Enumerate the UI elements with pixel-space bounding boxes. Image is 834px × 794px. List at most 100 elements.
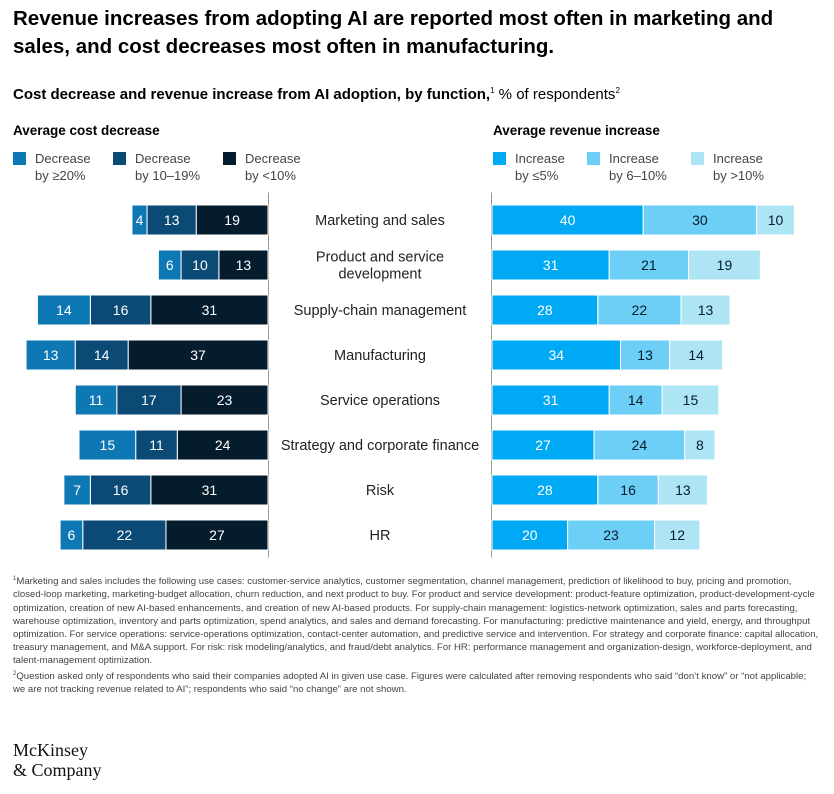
cost-value-label-risk-s1: 7 [73, 482, 81, 498]
footnote-2: 2Question asked only of respondents who … [13, 668, 821, 697]
revenue-value-label-strategy-and-corporate-finance-s1: 27 [535, 437, 551, 453]
subtitle-footnote-marker-1: 1 [490, 86, 495, 95]
cost-bar-supply-chain-management-s2 [89, 294, 152, 326]
cost-bar-manufacturing-s2 [74, 339, 129, 371]
cost-bar-marketing-and-sales-s2 [146, 204, 197, 236]
revenue-legend-swatch-1 [493, 152, 506, 165]
revenue-bar-service-operations-s3 [661, 384, 720, 416]
cost-bar-service-operations-s2 [116, 384, 182, 416]
revenue-value-label-marketing-and-sales-s2: 30 [692, 212, 708, 228]
revenue-value-label-hr-s1: 20 [522, 527, 538, 543]
revenue-bar-strategy-and-corporate-finance-s3 [684, 429, 716, 461]
cost-legend-label-3a: Decrease [245, 151, 301, 166]
mckinsey-logo: McKinsey & Company [13, 740, 102, 780]
cost-bar-hr-s1 [59, 519, 84, 551]
revenue-value-label-risk-s3: 13 [675, 482, 691, 498]
revenue-bar-supply-chain-management-s3 [680, 294, 731, 326]
revenue-legend-label-2a: Increase [609, 151, 659, 166]
cost-value-label-marketing-and-sales-s2: 13 [164, 212, 180, 228]
revenue-value-label-manufacturing-s2: 13 [637, 347, 653, 363]
cost-legend-label-2a: Decrease [135, 151, 191, 166]
revenue-value-label-hr-s3: 12 [669, 527, 685, 543]
revenue-value-label-supply-chain-management-s2: 22 [632, 302, 648, 318]
cost-legend-label-1b: by ≥20% [35, 168, 86, 183]
cost-legend-label-2b: by 10–19% [135, 168, 201, 183]
revenue-bar-hr-s1 [491, 519, 569, 551]
cost-bar-marketing-and-sales-s3 [195, 204, 269, 236]
subtitle-footnote-marker-2: 2 [615, 86, 620, 95]
cost-value-label-risk-s2: 16 [113, 482, 129, 498]
revenue-legend-label-3a: Increase [713, 151, 763, 166]
revenue-bar-service-operations-s2 [608, 384, 663, 416]
category-label-supply-chain-management: Supply-chain management [294, 303, 467, 319]
cost-value-label-marketing-and-sales-s3: 19 [224, 212, 240, 228]
cost-legend-swatch-2 [113, 152, 126, 165]
cost-bar-strategy-and-corporate-finance-s1 [78, 429, 137, 461]
cost-bar-hr-s3 [165, 519, 269, 551]
cost-bar-risk-s2 [89, 474, 152, 506]
cost-bar-manufacturing-s3 [127, 339, 269, 371]
cost-value-label-service-operations-s1: 11 [89, 392, 104, 408]
category-label-service-operations: Service operations [320, 393, 440, 409]
cost-value-label-manufacturing-s2: 14 [94, 347, 110, 363]
revenue-value-label-service-operations-s1: 31 [543, 392, 559, 408]
revenue-bar-marketing-and-sales-s3 [756, 204, 795, 236]
revenue-value-label-risk-s2: 16 [620, 482, 636, 498]
cost-bar-product-and-service-development-s2 [180, 249, 220, 281]
revenue-value-label-marketing-and-sales-s3: 10 [768, 212, 784, 228]
revenue-value-label-marketing-and-sales-s1: 40 [560, 212, 576, 228]
cost-bar-service-operations-s1 [74, 384, 118, 416]
revenue-bar-marketing-and-sales-s1 [491, 204, 644, 236]
cost-value-label-strategy-and-corporate-finance-s3: 24 [215, 437, 231, 453]
category-label-hr: HR [370, 528, 391, 544]
cost-bar-product-and-service-development-s3 [218, 249, 269, 281]
cost-value-label-supply-chain-management-s3: 31 [202, 302, 218, 318]
footnote-1-marker: 1 [13, 576, 17, 582]
revenue-legend-label-2b: by 6–10% [609, 168, 667, 183]
revenue-panel-title: Average revenue increase [493, 123, 660, 138]
revenue-bar-risk-s1 [491, 474, 599, 506]
revenue-legend-swatch-3 [691, 152, 704, 165]
cost-value-label-supply-chain-management-s2: 16 [113, 302, 129, 318]
revenue-bar-manufacturing-s2 [620, 339, 671, 371]
diverging-stacked-bar-chart: 19 13 4 40 30 10 Marketing and sales 13 10 6 31 21 1… [25, 192, 795, 558]
revenue-value-label-product-and-service-development-s3: 19 [717, 257, 733, 273]
revenue-bar-product-and-service-development-s3 [688, 249, 761, 281]
revenue-bar-supply-chain-management-s2 [597, 294, 682, 326]
cost-bar-supply-chain-management-s1 [36, 294, 91, 326]
chart-headline: Revenue increases from adopting AI are r… [13, 7, 774, 58]
category-label-product-and-service-development-line1: Product and service [316, 250, 444, 266]
revenue-bar-hr-s2 [567, 519, 656, 551]
cost-value-label-marketing-and-sales-s1: 4 [136, 212, 144, 228]
category-label-risk: Risk [366, 483, 395, 499]
revenue-value-label-manufacturing-s3: 14 [688, 347, 704, 363]
cost-bar-manufacturing-s1 [25, 339, 76, 371]
logo-line-2: & Company [13, 760, 102, 780]
cost-bar-risk-s3 [150, 474, 269, 506]
footnote-2-text: Question asked only of respondents who s… [13, 670, 807, 695]
cost-panel-title: Average cost decrease [13, 123, 160, 138]
cost-value-label-service-operations-s2: 17 [141, 392, 157, 408]
revenue-bar-manufacturing-s1 [491, 339, 622, 371]
category-label-strategy-and-corporate-finance: Strategy and corporate finance [281, 438, 479, 454]
revenue-value-label-manufacturing-s1: 34 [548, 347, 564, 363]
subtitle-bold: Cost decrease and revenue increase from … [13, 86, 491, 103]
revenue-value-label-hr-s2: 23 [603, 527, 619, 543]
footnote-1-text: Marketing and sales includes the followi… [13, 576, 819, 667]
cost-value-label-manufacturing-s3: 37 [190, 347, 206, 363]
cost-value-label-supply-chain-management-s1: 14 [56, 302, 72, 318]
cost-bar-hr-s2 [82, 519, 167, 551]
revenue-bar-risk-s3 [657, 474, 708, 506]
cost-bar-risk-s1 [63, 474, 91, 506]
cost-value-label-risk-s3: 31 [202, 482, 218, 498]
revenue-legend-label-1a: Increase [515, 151, 565, 166]
cost-value-label-hr-s2: 22 [117, 527, 133, 543]
cost-value-label-hr-s1: 6 [68, 527, 76, 543]
cost-legend-swatch-3 [223, 152, 236, 165]
category-label-product-and-service-development-line2: development [338, 267, 421, 283]
revenue-legend-swatch-2 [587, 152, 600, 165]
revenue-legend-label-3b: by >10% [713, 168, 764, 183]
revenue-value-label-product-and-service-development-s1: 31 [543, 257, 559, 273]
cost-value-label-manufacturing-s1: 13 [43, 347, 59, 363]
category-label-marketing-and-sales: Marketing and sales [315, 213, 445, 229]
